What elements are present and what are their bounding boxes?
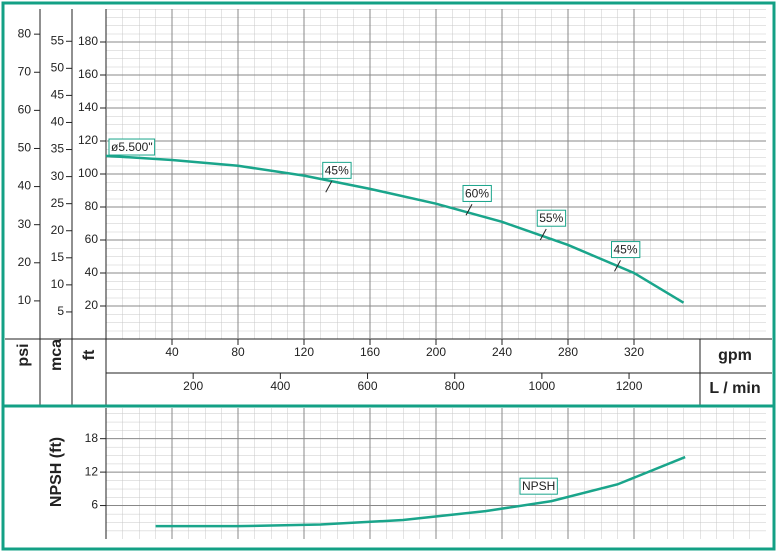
mca-tick-label: 15 [51, 250, 65, 264]
label-box [536, 209, 567, 227]
psi-tick-label: 20 [18, 255, 32, 269]
label-box [519, 477, 558, 495]
x2-tick-label: 600 [358, 379, 378, 393]
mca-tick-label: 30 [51, 169, 65, 183]
x-tick-label: 240 [492, 345, 512, 359]
y-tick-label: 120 [78, 133, 98, 147]
mca-label: mca [48, 339, 65, 371]
curve-label: 60% [465, 186, 489, 200]
y-tick-label: 180 [78, 34, 98, 48]
y-tick-label: 20 [85, 298, 99, 312]
mca-tick-label: 5 [57, 304, 64, 318]
mca-tick-label: 55 [51, 33, 65, 47]
curve-label: 45% [614, 243, 638, 257]
psi-tick-label: 30 [18, 217, 32, 231]
curve [105, 154, 685, 304]
x-tick-label: 40 [165, 345, 179, 359]
psi-tick-label: 50 [18, 141, 32, 155]
x-label: gpm [718, 347, 752, 364]
y-tick-label: 80 [85, 199, 99, 213]
x-tick-label: 320 [624, 345, 644, 359]
label-box [108, 138, 156, 156]
psi-tick-label: 80 [18, 26, 32, 40]
efficiency-mark [325, 180, 333, 193]
mca-tick-label: 45 [51, 88, 65, 102]
curve-label: 55% [539, 211, 563, 225]
x-tick-label: 80 [231, 345, 245, 359]
psi-tick-label: 70 [18, 64, 32, 78]
y-tick-label: 100 [78, 166, 98, 180]
mca-tick-label: 50 [51, 61, 65, 75]
y-tick-label: 160 [78, 67, 98, 81]
mca-tick-label: 10 [51, 277, 65, 291]
curve-label: ø5.500" [111, 140, 153, 154]
x2-tick-label: 400 [270, 379, 290, 393]
y-tick-label: 140 [78, 100, 98, 114]
x-tick-label: 280 [558, 345, 578, 359]
x2-tick-label: 800 [445, 379, 465, 393]
y-tick-label: 6 [91, 498, 98, 512]
x2-tick-label: 1200 [616, 379, 643, 393]
curve-label: NPSH [522, 479, 555, 493]
psi-tick-label: 10 [18, 293, 32, 307]
y-tick-label: 40 [85, 265, 99, 279]
mca-tick-label: 20 [51, 223, 65, 237]
mca-tick-label: 25 [51, 196, 65, 210]
x-tick-label: 160 [360, 345, 380, 359]
psi-tick-label: 40 [18, 179, 32, 193]
x-tick-label: 120 [294, 345, 314, 359]
y-tick-label: 12 [85, 464, 99, 478]
y-tick-label: 60 [85, 232, 99, 246]
curve [155, 455, 686, 528]
x2-tick-label: 1000 [529, 379, 556, 393]
psi-label: psi [15, 343, 32, 366]
ft-label: ft [81, 349, 98, 360]
x-tick-label: 200 [426, 345, 446, 359]
efficiency-mark [465, 204, 473, 216]
mca-tick-label: 40 [51, 115, 65, 129]
label-box [611, 241, 641, 259]
efficiency-mark [614, 260, 621, 272]
label-box [322, 161, 352, 179]
mca-tick-label: 35 [51, 142, 65, 156]
label-box [462, 184, 492, 202]
curve-label: 45% [325, 163, 349, 177]
y-tick-label: 18 [85, 431, 99, 445]
x2-label: L / min [709, 380, 760, 397]
efficiency-mark [539, 228, 547, 241]
x2-tick-label: 200 [183, 379, 203, 393]
psi-tick-label: 60 [18, 103, 32, 117]
npsh-label: NPSH (ft) [48, 437, 65, 507]
